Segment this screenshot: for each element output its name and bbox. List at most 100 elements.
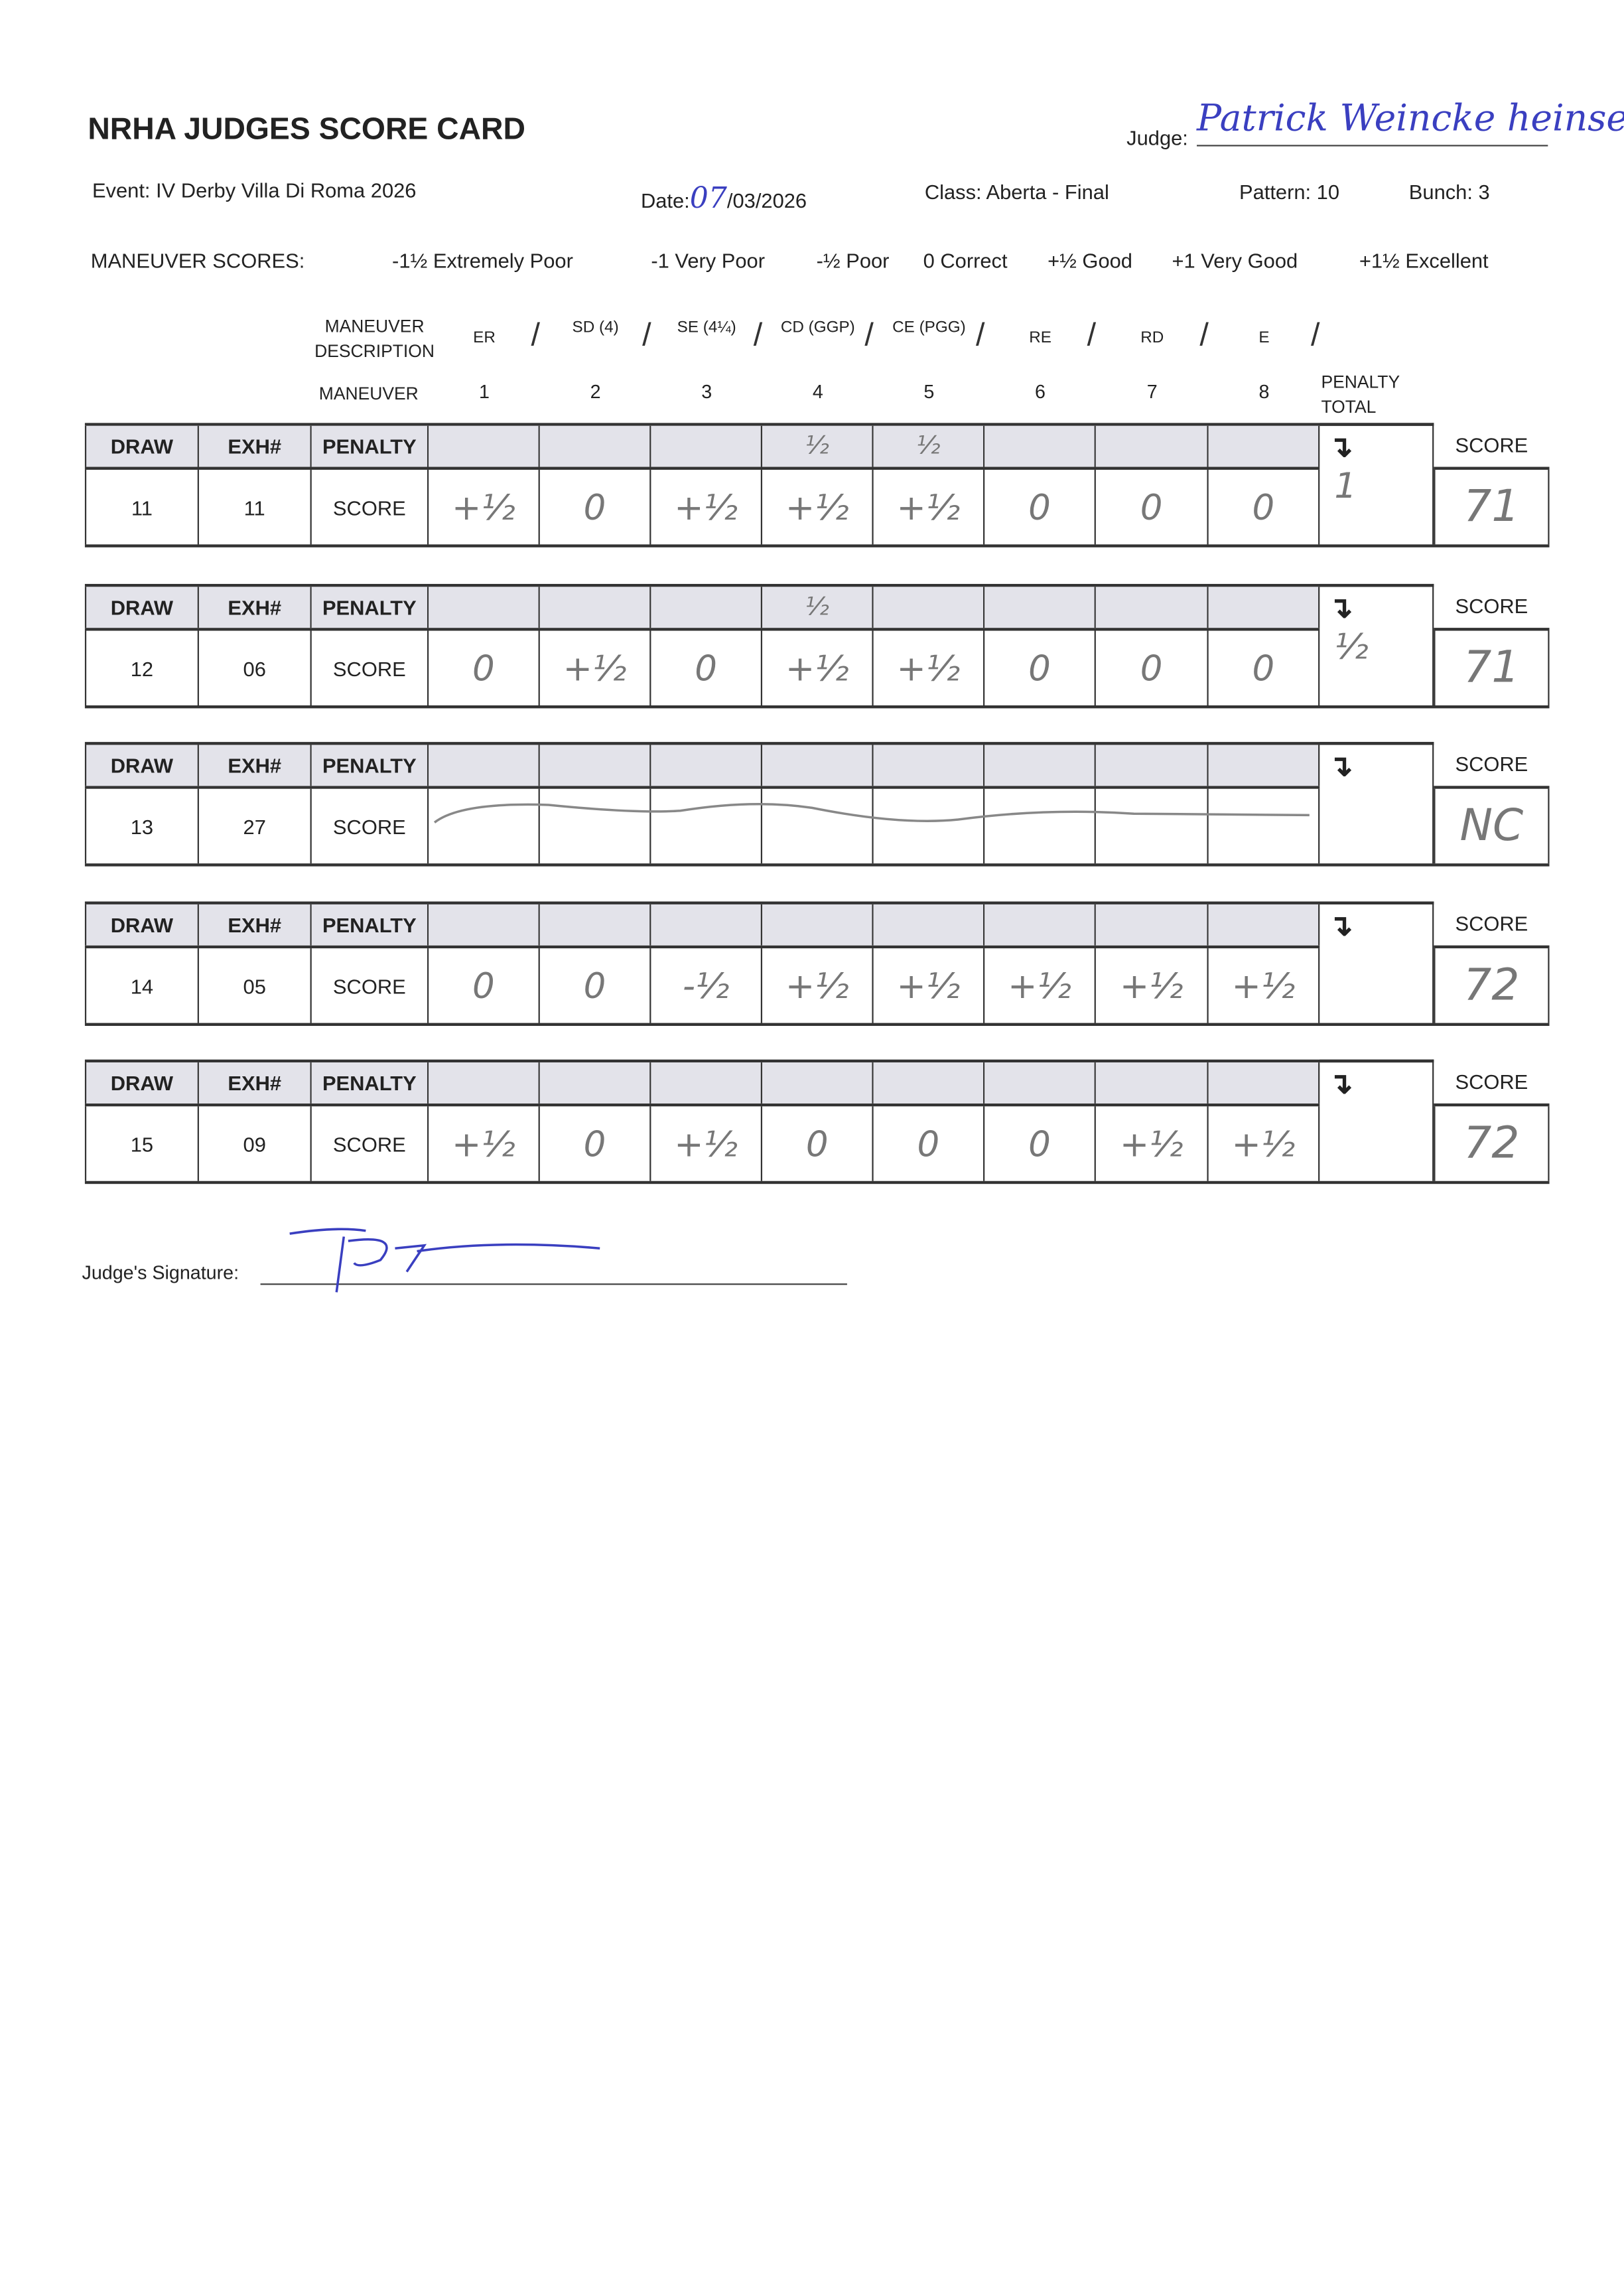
maneuver-score-cell-1[interactable]: 0 xyxy=(429,630,540,706)
border xyxy=(84,583,1434,587)
penalty-cell-1[interactable] xyxy=(429,904,540,946)
penalty-total-cell[interactable]: ↴ xyxy=(1320,901,1434,1023)
penalty-cell-2[interactable] xyxy=(539,425,651,467)
penalty-cell-3[interactable] xyxy=(651,425,763,467)
penalty-cell-4[interactable] xyxy=(762,745,874,786)
penalty-cell-5[interactable]: ½ xyxy=(873,425,985,467)
penalty-total-cell[interactable]: ↴ xyxy=(1320,1059,1434,1181)
maneuver-score-cell-7[interactable] xyxy=(1096,788,1209,864)
penalty-cell-1[interactable] xyxy=(429,1062,540,1104)
maneuver-score-cell-5[interactable]: 0 xyxy=(874,1106,985,1181)
maneuver-score-cell-7[interactable]: +½ xyxy=(1096,1106,1209,1181)
penalty-cell-6[interactable] xyxy=(984,587,1096,628)
penalty-cell-1[interactable] xyxy=(429,425,540,467)
penalty-cell-7[interactable] xyxy=(1095,745,1209,786)
penalty-cell-3[interactable] xyxy=(651,904,763,946)
total-score[interactable]: 71 xyxy=(1434,630,1550,706)
maneuver-score-cell-8[interactable]: +½ xyxy=(1209,948,1320,1023)
maneuver-score-cell-1[interactable]: 0 xyxy=(429,948,540,1023)
maneuver-score-cell-3[interactable]: -½ xyxy=(651,948,763,1023)
maneuver-score-cell-8[interactable]: 0 xyxy=(1209,469,1320,545)
exhibitor-number: 05 xyxy=(199,948,312,1023)
penalty-cell-8[interactable] xyxy=(1208,425,1320,467)
penalty-cell-6[interactable] xyxy=(984,1062,1096,1104)
penalty-cell-5[interactable] xyxy=(873,904,985,946)
divider-slash: / xyxy=(531,316,541,353)
maneuver-score-cell-6[interactable]: 0 xyxy=(984,1106,1096,1181)
draw-header: DRAW xyxy=(84,745,199,786)
total-score[interactable]: NC xyxy=(1434,788,1550,864)
score-entry-14: DRAW 14 EXH# 05 PENALTY SCORE 0 0 -½ +½ +½ +½ +½ +½ ↴ S… xyxy=(84,901,1550,1026)
penalty-cell-1[interactable] xyxy=(429,587,540,628)
penalty-cell-2[interactable] xyxy=(539,745,651,786)
penalty-cell-8[interactable] xyxy=(1208,1062,1320,1104)
maneuver-score-cell-4[interactable]: +½ xyxy=(762,948,874,1023)
maneuver-score-cell-7[interactable]: +½ xyxy=(1096,948,1209,1023)
maneuver-score-cell-3[interactable]: +½ xyxy=(651,469,763,545)
maneuver-desc: E xyxy=(1258,329,1270,347)
penalty-cell-4[interactable]: ½ xyxy=(762,587,874,628)
maneuver-score-cell-2[interactable] xyxy=(540,788,651,864)
maneuver-score-cell-4[interactable] xyxy=(762,788,874,864)
maneuver-score-cell-3[interactable]: 0 xyxy=(651,630,763,706)
penalty-cell-6[interactable] xyxy=(984,425,1096,467)
penalty-cell-4[interactable] xyxy=(762,1062,874,1104)
penalty-cell-2[interactable] xyxy=(539,904,651,946)
draw-header: DRAW xyxy=(84,904,199,946)
maneuver-score-cell-2[interactable]: 0 xyxy=(540,469,651,545)
maneuver-score-cell-8[interactable] xyxy=(1209,788,1320,864)
maneuver-score-cell-4[interactable]: 0 xyxy=(762,1106,874,1181)
maneuver-score-cell-1[interactable]: +½ xyxy=(429,469,540,545)
maneuver-score-cell-1[interactable]: +½ xyxy=(429,1106,540,1181)
total-score[interactable]: 72 xyxy=(1434,1106,1550,1181)
penalty-cell-6[interactable] xyxy=(984,904,1096,946)
penalty-cell-2[interactable] xyxy=(539,587,651,628)
penalty-total-cell[interactable]: ↴ ½ xyxy=(1320,583,1434,706)
maneuver-score-cell-7[interactable]: 0 xyxy=(1096,469,1209,545)
maneuver-score-cell-5[interactable]: +½ xyxy=(874,469,985,545)
maneuver-score-cell-6[interactable]: +½ xyxy=(984,948,1096,1023)
total-score[interactable]: 71 xyxy=(1434,469,1550,545)
total-score[interactable]: 72 xyxy=(1434,948,1550,1023)
penalty-cell-7[interactable] xyxy=(1095,587,1209,628)
maneuver-score-cell-5[interactable]: +½ xyxy=(874,630,985,706)
border xyxy=(84,423,1434,426)
maneuver-score-cell-6[interactable] xyxy=(984,788,1096,864)
maneuver-score-cell-3[interactable]: +½ xyxy=(651,1106,763,1181)
maneuver-score-cell-5[interactable]: +½ xyxy=(874,948,985,1023)
maneuver-number: 4 xyxy=(812,380,823,403)
maneuver-score-cell-7[interactable]: 0 xyxy=(1096,630,1209,706)
penalty-cell-7[interactable] xyxy=(1095,1062,1209,1104)
penalty-cell-4[interactable] xyxy=(762,904,874,946)
penalty-cell-8[interactable] xyxy=(1208,904,1320,946)
maneuver-score-cell-8[interactable]: 0 xyxy=(1209,630,1320,706)
penalty-cell-5[interactable] xyxy=(873,587,985,628)
maneuver-score-cell-1[interactable] xyxy=(429,788,540,864)
maneuver-score-cell-2[interactable]: 0 xyxy=(540,1106,651,1181)
penalty-cell-7[interactable] xyxy=(1095,904,1209,946)
maneuver-score-cell-5[interactable] xyxy=(874,788,985,864)
penalty-cell-7[interactable] xyxy=(1095,425,1209,467)
maneuver-score-cell-2[interactable]: 0 xyxy=(540,948,651,1023)
maneuver-score-cell-4[interactable]: +½ xyxy=(762,630,874,706)
penalty-cell-3[interactable] xyxy=(651,587,763,628)
maneuver-score-cell-2[interactable]: +½ xyxy=(540,630,651,706)
maneuver-score-cell-8[interactable]: +½ xyxy=(1209,1106,1320,1181)
maneuver-score-cell-4[interactable]: +½ xyxy=(762,469,874,545)
arrow-down-icon: ↴ xyxy=(1328,593,1353,625)
penalty-cell-8[interactable] xyxy=(1208,745,1320,786)
maneuver-score-cell-6[interactable]: 0 xyxy=(984,469,1096,545)
penalty-cell-8[interactable] xyxy=(1208,587,1320,628)
maneuver-score-cell-3[interactable] xyxy=(651,788,763,864)
penalty-total-cell[interactable]: ↴ 1 xyxy=(1320,423,1434,545)
penalty-cell-2[interactable] xyxy=(539,1062,651,1104)
penalty-cell-6[interactable] xyxy=(984,745,1096,786)
maneuver-score-cell-6[interactable]: 0 xyxy=(984,630,1096,706)
penalty-cell-5[interactable] xyxy=(873,745,985,786)
penalty-cell-5[interactable] xyxy=(873,1062,985,1104)
penalty-cell-3[interactable] xyxy=(651,1062,763,1104)
penalty-cell-4[interactable]: ½ xyxy=(762,425,874,467)
penalty-total-cell[interactable]: ↴ xyxy=(1320,742,1434,864)
penalty-cell-3[interactable] xyxy=(651,745,763,786)
penalty-cell-1[interactable] xyxy=(429,745,540,786)
